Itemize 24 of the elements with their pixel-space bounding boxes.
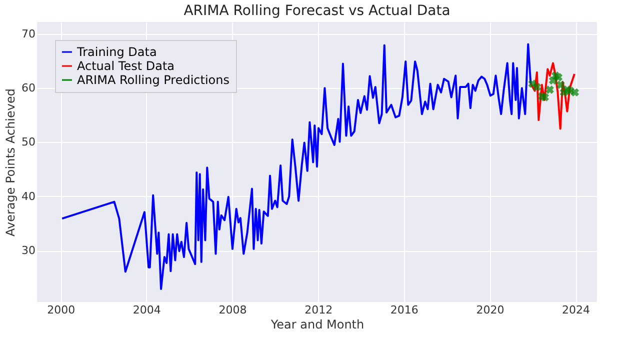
point [556, 80, 565, 89]
legend-label: Actual Test Data [77, 59, 175, 73]
point [570, 88, 580, 97]
y-tick-label: 70 [22, 27, 36, 40]
x-tick-label: 2004 [132, 304, 161, 316]
y-tick-label: 40 [22, 190, 36, 203]
legend-label: Training Data [76, 45, 157, 59]
x-tick-label: 2008 [218, 304, 247, 316]
point [554, 73, 563, 82]
x-axis-title: Year and Month [270, 318, 364, 332]
y-tick-label: 60 [22, 82, 36, 95]
y-tick-label: 30 [22, 244, 36, 258]
x-tick-label: 2016 [390, 304, 418, 316]
legend-label: ARIMA Rolling Predictions [77, 73, 230, 87]
x-tick-label: 2020 [476, 304, 504, 316]
x-tick-label: 2012 [304, 304, 333, 316]
point [540, 93, 550, 102]
point [532, 82, 542, 92]
y-tick-label: 50 [22, 136, 36, 149]
x-tick-label: 2024 [562, 304, 590, 316]
x-tick-label: 2000 [47, 304, 76, 316]
chart-title: ARIMA Rolling Forecast vs Actual Data [184, 3, 450, 19]
point [546, 86, 554, 94]
y-axis-title: Average Points Achieved [4, 88, 18, 236]
